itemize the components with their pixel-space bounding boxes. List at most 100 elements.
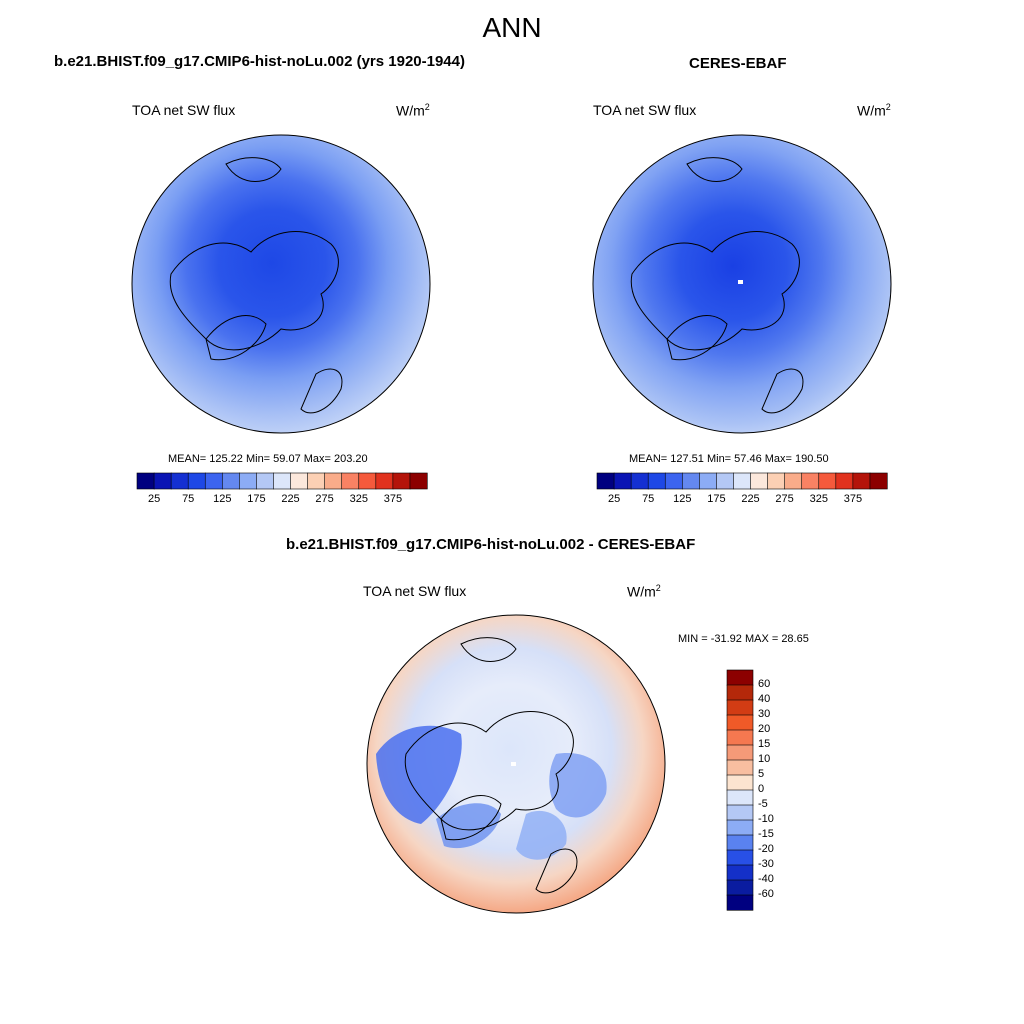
panel-1-colorbar-ticks: 25 75 125 175 225 275 325 375 [137,493,427,507]
panel-3-colorbar-tick-label: -20 [758,843,774,855]
panel-3-coastline-scandinavia [535,848,578,894]
panel-3-coastline-greenland [440,795,502,841]
panel-3-colorbar-cell [726,789,754,806]
panel-2-colorbar-cell [835,472,854,490]
panel-2-map [592,134,892,434]
panel-1-colorbar-cell [290,472,309,490]
panel-3-map [366,614,666,914]
panel-3-colorbar-cell [726,849,754,866]
panel-1-map [131,134,431,434]
panel-3-negative-region-canada [376,725,462,824]
panel-1-units-label: W/m2 [396,102,430,119]
panel-1-variable-label: TOA net SW flux [132,102,236,118]
panel-1-colorbar-cell [409,472,428,490]
panel-1-colorbar-tick-label: 225 [281,493,300,505]
panel-1-colorbar-tick-label: 375 [383,493,403,505]
panel-3-negative-region-greenland [436,803,501,849]
panel-1-units-exp: 2 [424,102,430,112]
panel-1-colorbar-tick-label: 25 [147,493,161,505]
panel-3-colorbar-cell [726,744,754,761]
panel-1-coastline-greenland [205,315,267,361]
panel-1-colorbar [136,472,428,490]
panel-3-map-border [366,614,666,914]
panel-2-coastline-alaska [686,157,743,182]
panel-1-units-base: W/m [396,102,425,119]
figure-title: ANN [482,12,542,43]
panel-3-colorbar-tick-label: -30 [758,858,774,870]
panel-1-field [132,135,430,433]
panel-1-colorbar-cell [324,472,343,490]
panel-3-colorbar-cell [726,879,754,896]
panel-3-negative-region-europe [516,810,567,860]
panel-2-stats: MEAN= 127.51 Min= 57.46 Max= 190.50 [629,453,829,465]
panel-2-variable-label: TOA net SW flux [593,102,697,118]
panel-2-colorbar-cell [664,472,683,490]
panel-1-colorbar-cell [256,472,275,490]
panel-3-colorbar [726,669,754,911]
panel-3-colorbar-tick-label: 30 [758,708,771,720]
panel-2-colorbar-cell [647,472,666,490]
panel-2-colorbar-tick-label: 175 [707,493,726,505]
panel-2-colorbar-tick-label: 225 [741,493,760,505]
panel-3-colorbar-cell [726,804,754,821]
panel-2-colorbar-cell [750,472,769,490]
panel-1-colorbar-cell [358,472,377,490]
panel-1-colorbar-cell [273,472,292,490]
panel-3-colorbar-cell [726,669,754,686]
panel-3-colorbar-tick-label: -15 [758,828,774,840]
panel-1-colorbar-tick-label: 275 [315,493,334,505]
panel-3-colorbar-tick-label: 10 [758,753,771,765]
panel-1-colorbar-tick-label: 125 [213,493,232,505]
panel-3-negative-region-siberia [549,753,607,818]
panel-2-colorbar-tick-label: 75 [642,493,655,505]
panel-3-colorbar-cell [726,759,754,776]
panel-3-colorbar-cell [726,774,754,791]
panel-3-variable-label: TOA net SW flux [363,583,467,599]
panel-2-colorbar-cell [630,472,649,490]
panel-2-title: CERES-EBAF [689,55,787,72]
panel-1-colorbar-cell [375,472,394,490]
panel-2-colorbar-tick-label: 275 [775,493,794,505]
panel-2-colorbar-cell [818,472,837,490]
panel-2-missing-pole [738,280,743,284]
panel-3-colorbar-tick-label: 60 [758,678,771,690]
panel-3-missing-pole [511,762,516,766]
panel-2-colorbar [596,472,888,490]
panel-2-units-label: W/m2 [857,102,891,119]
panel-2-colorbar-cell [733,472,752,490]
panel-3-units-exp: 2 [655,583,661,593]
panel-1-colorbar-cell [341,472,360,490]
panel-3-title: b.e21.BHIST.f09_g17.CMIP6-hist-noLu.002 … [286,536,696,553]
panel-1-colorbar-cell [136,472,155,490]
panel-3-colorbar-cell [726,714,754,731]
panel-1-colorbar-cell [239,472,258,490]
panel-2-coastline-greenland [666,315,728,361]
panel-3-colorbar-cell [726,729,754,746]
panel-3-colorbar-tick-label: -40 [758,873,774,885]
panel-1-colorbar-tick-label: 175 [247,493,266,505]
panel-1-stats: MEAN= 125.22 Min= 59.07 Max= 203.20 [168,453,368,465]
panel-3-colorbar-cell [726,699,754,716]
panel-3-colorbar-cell [726,834,754,851]
panel-2-units-exp: 2 [885,102,891,112]
panel-2-units-base: W/m [857,102,886,119]
panel-2-colorbar-cell [596,472,615,490]
panel-2-colorbar-cell [681,472,700,490]
panel-2-colorbar-cell [716,472,735,490]
panel-3-colorbar-tick-label: 0 [758,783,765,795]
panel-3-colorbar-tick-label: -5 [758,798,768,810]
panel-2-colorbar-tick-label: 325 [809,493,828,505]
panel-1-colorbar-cell [187,472,206,490]
panel-3-coastline-alaska [460,637,517,662]
panel-1-colorbar-cell [392,472,411,490]
panel-1-colorbar-cell [221,472,240,490]
panel-3-colorbar-ticks: 60 40 30 20 15 10 5 0 -5 -10 -15 -20 -30 -40 -60 [758,670,798,910]
panel-3-stats: MIN = -31.92 MAX = 28.65 [678,633,809,645]
panel-3-colorbar-tick-label: 5 [758,768,765,780]
panel-3-colorbar-cell [726,819,754,836]
panel-3-colorbar-tick-label: -10 [758,813,774,825]
panel-1-colorbar-cell [307,472,326,490]
panel-1-map-border [131,134,431,434]
panel-1-title: b.e21.BHIST.f09_g17.CMIP6-hist-noLu.002 … [54,53,465,70]
panel-3-colorbar-tick-label: 20 [758,723,771,735]
